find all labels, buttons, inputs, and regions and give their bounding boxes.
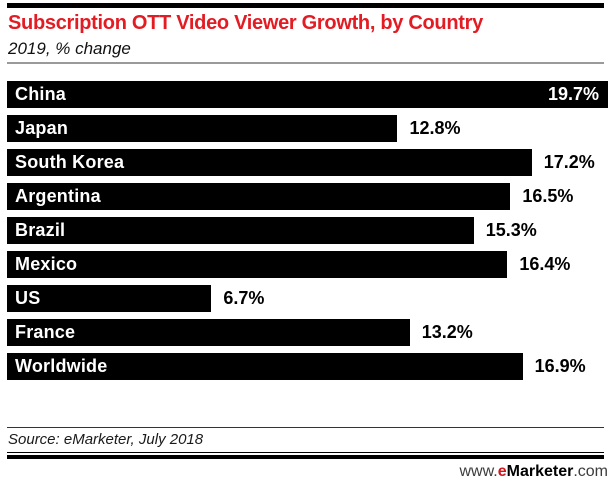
- category-label: US: [15, 288, 41, 308]
- category-label: France: [15, 322, 76, 342]
- value-label: 19.7%: [547, 84, 599, 104]
- wordmark-prefix: www.: [459, 463, 498, 480]
- bar-argentina: Argentina: [7, 183, 511, 210]
- bar-row: Brazil 15.3%: [7, 217, 612, 244]
- footer-divider: [7, 427, 604, 428]
- bar-row: China 19.7%: [7, 81, 612, 108]
- value-label: 12.8%: [409, 118, 461, 138]
- bar-row: Argentina 16.5%: [7, 183, 612, 210]
- bar-worldwide: Worldwide: [7, 353, 523, 380]
- value-label: 16.4%: [519, 254, 571, 274]
- footer-rule-thin: [7, 452, 604, 453]
- top-rule: [7, 3, 604, 8]
- chart-subtitle: 2019, % change: [8, 39, 131, 58]
- chart-title: Subscription OTT Video Viewer Growth, by…: [8, 12, 483, 34]
- bar-us: US: [7, 285, 212, 312]
- bar-chart: China 19.7% Japan 12.8% South Korea 17.2% Arge…: [7, 81, 612, 387]
- wordmark-suffix: .com: [573, 463, 608, 480]
- bar-row: US 6.7%: [7, 285, 612, 312]
- bar-row: Mexico 16.4%: [7, 251, 612, 278]
- value-label: 16.5%: [522, 186, 574, 206]
- category-label: Argentina: [15, 186, 101, 206]
- category-label: South Korea: [15, 152, 125, 172]
- value-label: 13.2%: [421, 322, 473, 342]
- value-label: 16.9%: [534, 356, 586, 376]
- bar-row: South Korea 17.2%: [7, 149, 612, 176]
- header-divider: [7, 62, 604, 64]
- category-label: China: [15, 84, 67, 104]
- bar-row: Japan 12.8%: [7, 115, 612, 142]
- emarketer-wordmark: www.eMarketer.com: [459, 463, 608, 481]
- category-label: Worldwide: [15, 356, 108, 376]
- wordmark-e: e: [497, 463, 507, 480]
- footer-rule-thick: [7, 455, 604, 459]
- bar-japan: Japan: [7, 115, 398, 142]
- bar-china: China 19.7%: [7, 81, 608, 108]
- wordmark-name: Marketer: [506, 463, 574, 480]
- category-label: Mexico: [15, 254, 78, 274]
- bar-row: Worldwide 16.9%: [7, 353, 612, 380]
- category-label: Brazil: [15, 220, 66, 240]
- bar-brazil: Brazil: [7, 217, 474, 244]
- value-label: 6.7%: [223, 288, 265, 308]
- value-label: 15.3%: [485, 220, 537, 240]
- source-note: Source: eMarketer, July 2018: [8, 431, 204, 448]
- category-label: Japan: [15, 118, 69, 138]
- bar-france: France: [7, 319, 410, 346]
- bar-mexico: Mexico: [7, 251, 508, 278]
- bar-row: France 13.2%: [7, 319, 612, 346]
- value-label: 17.2%: [543, 152, 595, 172]
- bar-south-korea: South Korea: [7, 149, 532, 176]
